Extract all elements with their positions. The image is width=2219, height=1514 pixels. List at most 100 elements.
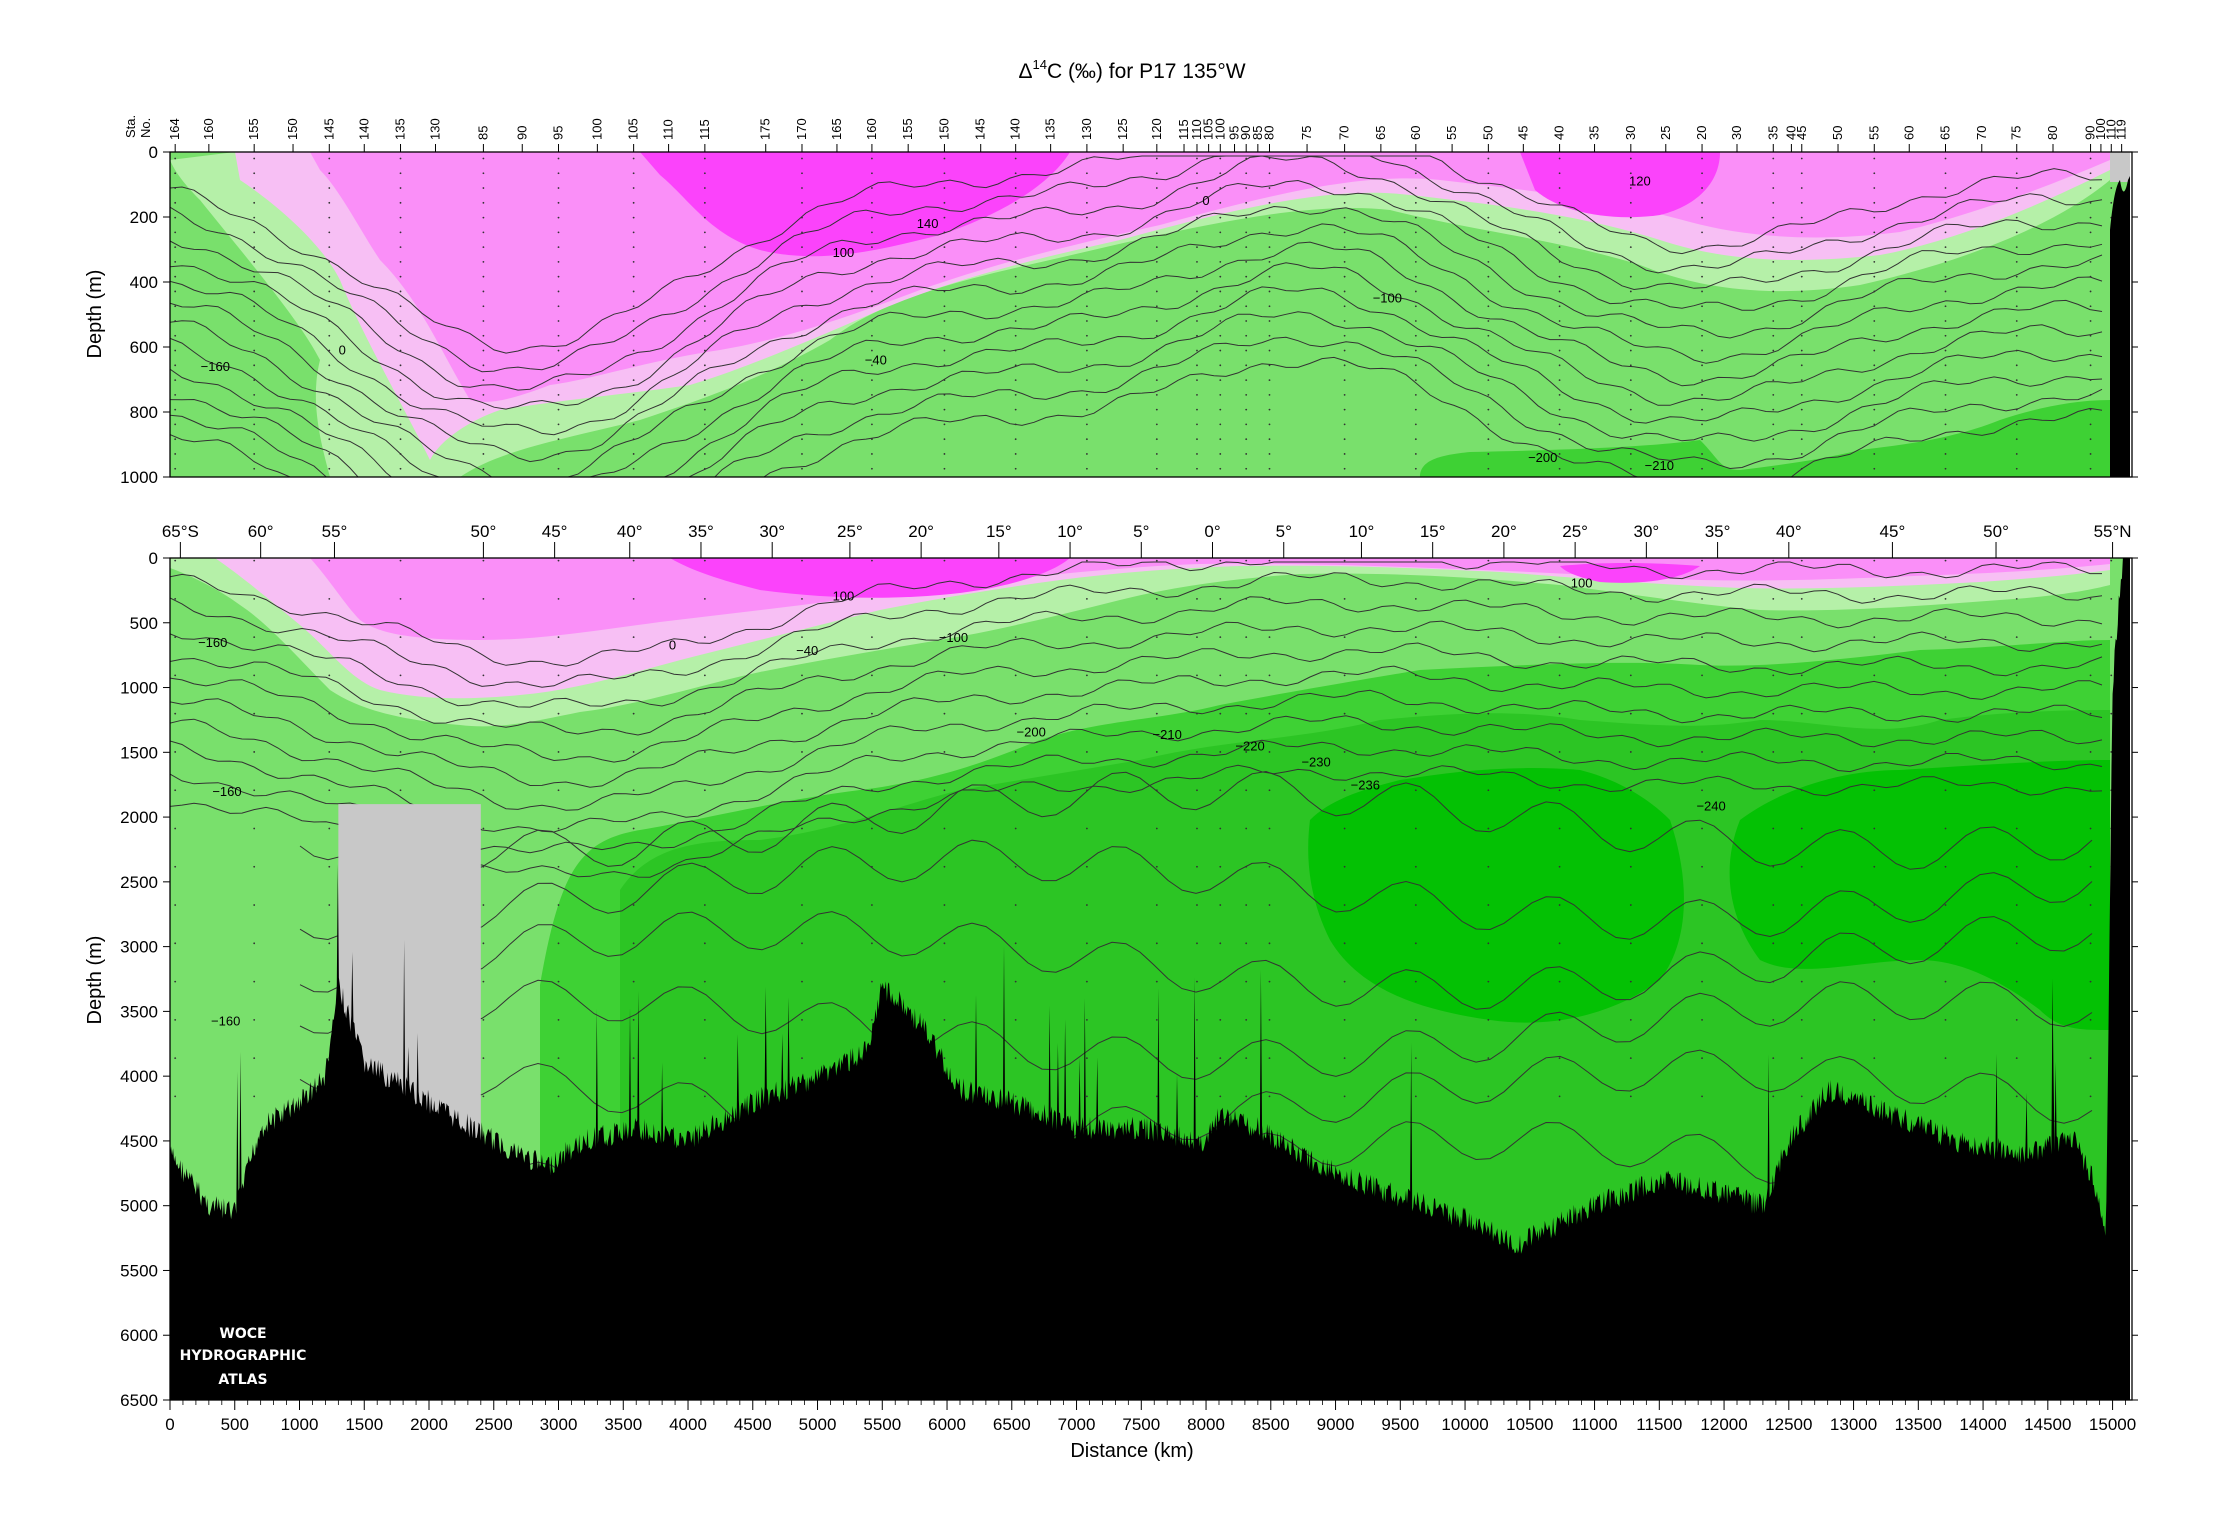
sample-dot	[1268, 865, 1271, 868]
sample-dot	[1219, 980, 1222, 983]
sample-dot	[2089, 597, 2092, 600]
sample-dot	[253, 453, 256, 455]
sample-dot	[2089, 187, 2092, 189]
sample-dot	[801, 275, 803, 278]
sample-dot	[1944, 246, 1947, 249]
sample-dot	[1558, 290, 1561, 293]
sample-dot	[399, 597, 402, 600]
sample-dot	[2089, 1057, 2092, 1060]
sample-dot	[1268, 980, 1271, 983]
sample-dot	[1558, 712, 1561, 715]
sample-dot	[943, 865, 946, 868]
latitude-label: 35°	[1705, 522, 1731, 541]
station-label: 40	[1783, 126, 1798, 140]
sample-dot	[871, 305, 873, 308]
sample-dot	[253, 1018, 256, 1021]
sample-dot	[1219, 438, 1222, 441]
sample-dot	[1558, 393, 1561, 396]
contour-label: −220	[1235, 739, 1264, 754]
sample-dot	[1245, 438, 1248, 441]
sample-dot	[632, 408, 635, 411]
station-label: 125	[1115, 118, 1130, 140]
sample-dot	[1701, 172, 1703, 175]
sample-dot	[1558, 674, 1561, 677]
sample-dot	[1196, 980, 1198, 983]
station-label: 45	[1515, 126, 1530, 140]
sample-dot	[2015, 246, 2018, 249]
sample-dot	[1343, 246, 1346, 249]
sample-dot	[2089, 231, 2092, 234]
contour-label: 100	[1571, 575, 1593, 590]
sample-dot	[1629, 597, 1632, 600]
station-label: 110	[661, 119, 676, 140]
sample-dot	[399, 201, 402, 204]
sample-dot	[703, 275, 706, 278]
contour-label: −200	[1528, 450, 1557, 465]
sample-dot	[1014, 751, 1017, 753]
sample-dot	[1219, 751, 1222, 753]
sample-dot	[1414, 290, 1417, 293]
sample-dot	[1487, 597, 1490, 600]
sample-dot	[1944, 1095, 1947, 1098]
sample-dot	[703, 942, 706, 945]
sample-dot	[1155, 751, 1158, 753]
sample-dot	[1085, 712, 1088, 715]
sample-dot	[801, 453, 803, 455]
sample-dot	[703, 246, 706, 249]
sample-dot	[943, 904, 946, 906]
sample-dot	[801, 364, 803, 367]
contour-line	[170, 620, 2103, 736]
sample-dot	[632, 751, 635, 753]
sample-dot	[1268, 789, 1271, 792]
station-label: 85	[475, 126, 490, 140]
contour-label: 0	[1202, 193, 1209, 208]
upper-bathymetry	[2110, 176, 2130, 477]
sample-dot	[1701, 980, 1703, 983]
latitude-label: 20°	[908, 522, 934, 541]
sample-dot	[1196, 261, 1198, 263]
sample-dot	[1268, 467, 1271, 470]
station-label: 90	[514, 126, 529, 140]
sample-dot	[1701, 349, 1703, 352]
sample-dot	[1944, 597, 1947, 600]
contour-line	[299, 979, 2093, 1080]
sample-dot	[174, 172, 177, 175]
sample-dot	[1268, 172, 1271, 175]
sample-dot	[1245, 751, 1248, 753]
sample-dot	[703, 597, 706, 600]
sample-dot	[1155, 453, 1158, 455]
sample-dot	[328, 275, 331, 278]
sample-dot	[482, 349, 485, 352]
sample-dot	[2015, 467, 2018, 470]
sample-dot	[1085, 187, 1088, 189]
sample-dot	[871, 751, 873, 753]
x-tick-label: 8500	[1252, 1415, 1290, 1434]
sample-dot	[1873, 712, 1876, 715]
sample-dot	[253, 865, 256, 868]
sample-dot	[1944, 187, 1947, 189]
lower-sample-dots	[174, 559, 2113, 1098]
station-label: 175	[758, 118, 773, 140]
sample-dot	[1196, 379, 1198, 381]
sample-dot	[557, 467, 560, 470]
sample-dot	[1414, 334, 1417, 337]
sample-dot	[1873, 751, 1876, 753]
sample-dot	[871, 246, 873, 249]
sample-dot	[943, 364, 946, 367]
sample-dot	[482, 201, 485, 204]
station-label: 55	[1444, 126, 1459, 140]
station-label: 115	[697, 119, 712, 140]
sample-dot	[1701, 1057, 1703, 1060]
sample-dot	[703, 467, 706, 470]
sample-dot	[1196, 438, 1198, 441]
x-tick-label: 1500	[345, 1415, 383, 1434]
sample-dot	[1219, 201, 1222, 204]
sample-dot	[1558, 467, 1561, 470]
sample-dot	[1219, 636, 1222, 639]
sample-dot	[2015, 201, 2018, 204]
sample-dot	[1245, 942, 1248, 945]
sample-dot	[253, 712, 256, 715]
sample-dot	[1629, 674, 1632, 677]
sample-dot	[801, 904, 803, 906]
sample-dot	[1944, 1057, 1947, 1060]
